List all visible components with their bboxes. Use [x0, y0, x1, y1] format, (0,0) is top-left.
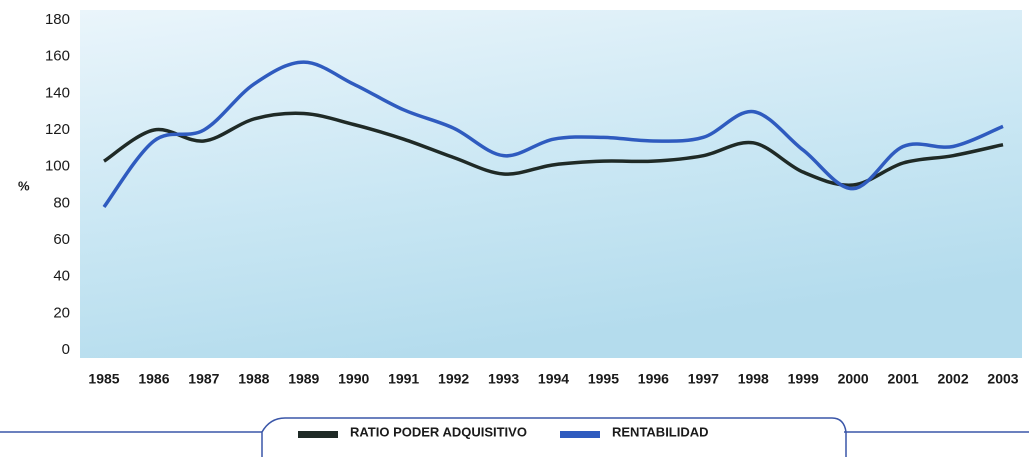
line: [103, 111, 1004, 187]
y-tick-label: 60: [53, 231, 70, 248]
y-tick-label: 0: [62, 341, 70, 358]
line: [102, 60, 1004, 209]
x-tick-label: 1994: [538, 371, 569, 387]
y-tick-label: 20: [53, 304, 70, 321]
y-tick-label: 140: [45, 84, 70, 101]
y-tick-label: 40: [53, 268, 70, 285]
x-tick-label: 1993: [488, 371, 519, 387]
x-tick-label: 1990: [338, 371, 369, 387]
y-tick-label: 160: [45, 48, 70, 65]
x-tick-label: 2002: [937, 371, 968, 387]
x-tick-label: 1989: [288, 371, 319, 387]
x-tick-label: 1996: [638, 371, 669, 387]
plot-area: [80, 10, 1022, 358]
x-tick-label: 1992: [438, 371, 469, 387]
y-tick-label: 180: [45, 11, 70, 28]
x-tick-label: 1986: [138, 371, 169, 387]
legend-label: RATIO PODER ADQUISITIVO: [350, 424, 527, 439]
x-tick-label: 2003: [987, 371, 1018, 387]
y-tick-label: 120: [45, 121, 70, 138]
y-tick-label: 100: [45, 158, 70, 175]
legend-swatch: [298, 431, 338, 438]
x-tick-label: 1997: [688, 371, 719, 387]
x-tick-label: 1999: [788, 371, 819, 387]
y-tick-label: 80: [53, 194, 70, 211]
y-axis-label: %: [18, 178, 30, 193]
x-tick-label: 1991: [388, 371, 419, 387]
x-tick-label: 1987: [188, 371, 219, 387]
x-tick-label: 2001: [888, 371, 919, 387]
x-tick-label: 2000: [838, 371, 869, 387]
legend-box: [261, 417, 847, 457]
x-tick-label: 1988: [238, 371, 269, 387]
legend-label: RENTABILIDAD: [612, 424, 709, 439]
x-tick-label: 1985: [88, 371, 119, 387]
legend-swatch: [560, 431, 600, 438]
x-tick-label: 1998: [738, 371, 769, 387]
x-tick-label: 1995: [588, 371, 619, 387]
